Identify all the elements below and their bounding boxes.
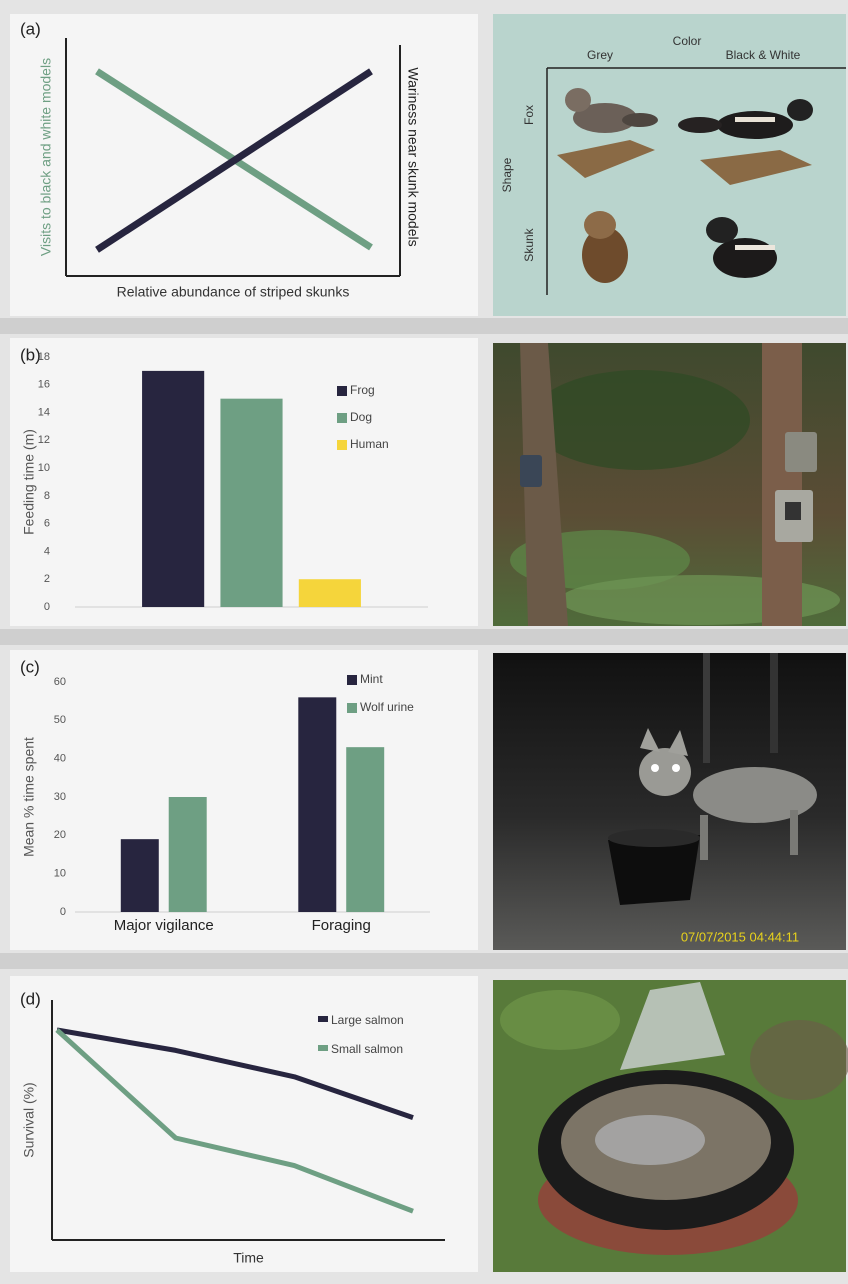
line-series bbox=[55, 1028, 414, 1214]
photo-night: 07/07/2015 04:44:11 bbox=[493, 653, 846, 950]
photo-text: Grey bbox=[587, 48, 613, 62]
line-series bbox=[95, 68, 373, 253]
panel-label: (b) bbox=[20, 345, 41, 364]
y-tick-label: 0 bbox=[60, 906, 66, 918]
legend-label: Frog bbox=[350, 383, 375, 397]
bar bbox=[168, 797, 207, 912]
bar bbox=[120, 839, 159, 912]
x-axis-label: Relative abundance of striped skunks bbox=[117, 284, 350, 300]
y-tick-label: 30 bbox=[54, 791, 66, 803]
photo-text: Shape bbox=[500, 157, 514, 192]
y-tick-label: 2 bbox=[44, 573, 50, 585]
y-tick-label: 10 bbox=[54, 868, 66, 880]
photo-text: Black & White bbox=[726, 48, 801, 62]
y-axis-label: Feeding time (m) bbox=[21, 429, 37, 535]
y-axis-label: Visits to black and white models bbox=[38, 58, 54, 256]
photo-models: Color Grey Black & White Shape Fox Skunk bbox=[493, 14, 846, 316]
legend-swatch bbox=[337, 413, 347, 423]
y-tick-label: 20 bbox=[54, 829, 66, 841]
timestamp: 07/07/2015 04:44:11 bbox=[681, 929, 799, 944]
separator bbox=[0, 318, 848, 334]
x-axis-label: Time bbox=[233, 1250, 264, 1266]
bar bbox=[298, 579, 361, 607]
panel-label: (c) bbox=[20, 657, 40, 676]
bar bbox=[346, 747, 385, 912]
photo-enclosure bbox=[493, 980, 848, 1272]
legend-swatch bbox=[337, 386, 347, 396]
legend-label: Human bbox=[350, 437, 389, 451]
y-tick-label: 16 bbox=[38, 379, 50, 391]
y-tick-label: 6 bbox=[44, 518, 50, 530]
legend-swatch bbox=[347, 675, 357, 685]
photo-text: Color bbox=[673, 34, 702, 48]
panel-label: (a) bbox=[20, 19, 41, 38]
legend-swatch bbox=[337, 440, 347, 450]
y-tick-label: 10 bbox=[38, 462, 50, 474]
y-axis-label: Survival (%) bbox=[21, 1082, 37, 1157]
y-tick-label: 0 bbox=[44, 601, 50, 613]
legend-label: Small salmon bbox=[331, 1042, 403, 1056]
bar bbox=[142, 370, 205, 607]
legend-label: Mint bbox=[360, 672, 383, 686]
x-tick-label: Foraging bbox=[312, 917, 371, 934]
separator bbox=[0, 629, 848, 645]
legend-swatch bbox=[347, 703, 357, 713]
legend-label: Wolf urine bbox=[360, 700, 414, 714]
photo-text: Skunk bbox=[522, 227, 536, 261]
photo-forest bbox=[493, 343, 846, 626]
legend-label: Dog bbox=[350, 410, 372, 424]
photo-text: Fox bbox=[522, 105, 536, 125]
y2-axis-label: Wariness near skunk models bbox=[405, 67, 421, 246]
y-tick-label: 8 bbox=[44, 490, 50, 502]
y-tick-label: 4 bbox=[44, 545, 50, 557]
legend-swatch bbox=[318, 1045, 328, 1051]
separator bbox=[0, 953, 848, 969]
y-tick-label: 18 bbox=[38, 351, 50, 363]
bar bbox=[298, 697, 337, 912]
panel-bg bbox=[10, 976, 478, 1272]
legend-swatch bbox=[318, 1016, 328, 1022]
y-tick-label: 60 bbox=[54, 676, 66, 688]
y-tick-label: 12 bbox=[38, 434, 50, 446]
line-series bbox=[56, 1027, 414, 1120]
y-tick-label: 50 bbox=[54, 714, 66, 726]
panel-label: (d) bbox=[20, 989, 41, 1008]
y-axis-label: Mean % time spent bbox=[21, 737, 37, 857]
panel-bg bbox=[10, 650, 478, 950]
y-tick-label: 40 bbox=[54, 753, 66, 765]
legend-label: Large salmon bbox=[331, 1013, 404, 1027]
y-tick-label: 14 bbox=[38, 406, 50, 418]
bar bbox=[220, 398, 283, 607]
x-tick-label: Major vigilance bbox=[114, 917, 214, 934]
